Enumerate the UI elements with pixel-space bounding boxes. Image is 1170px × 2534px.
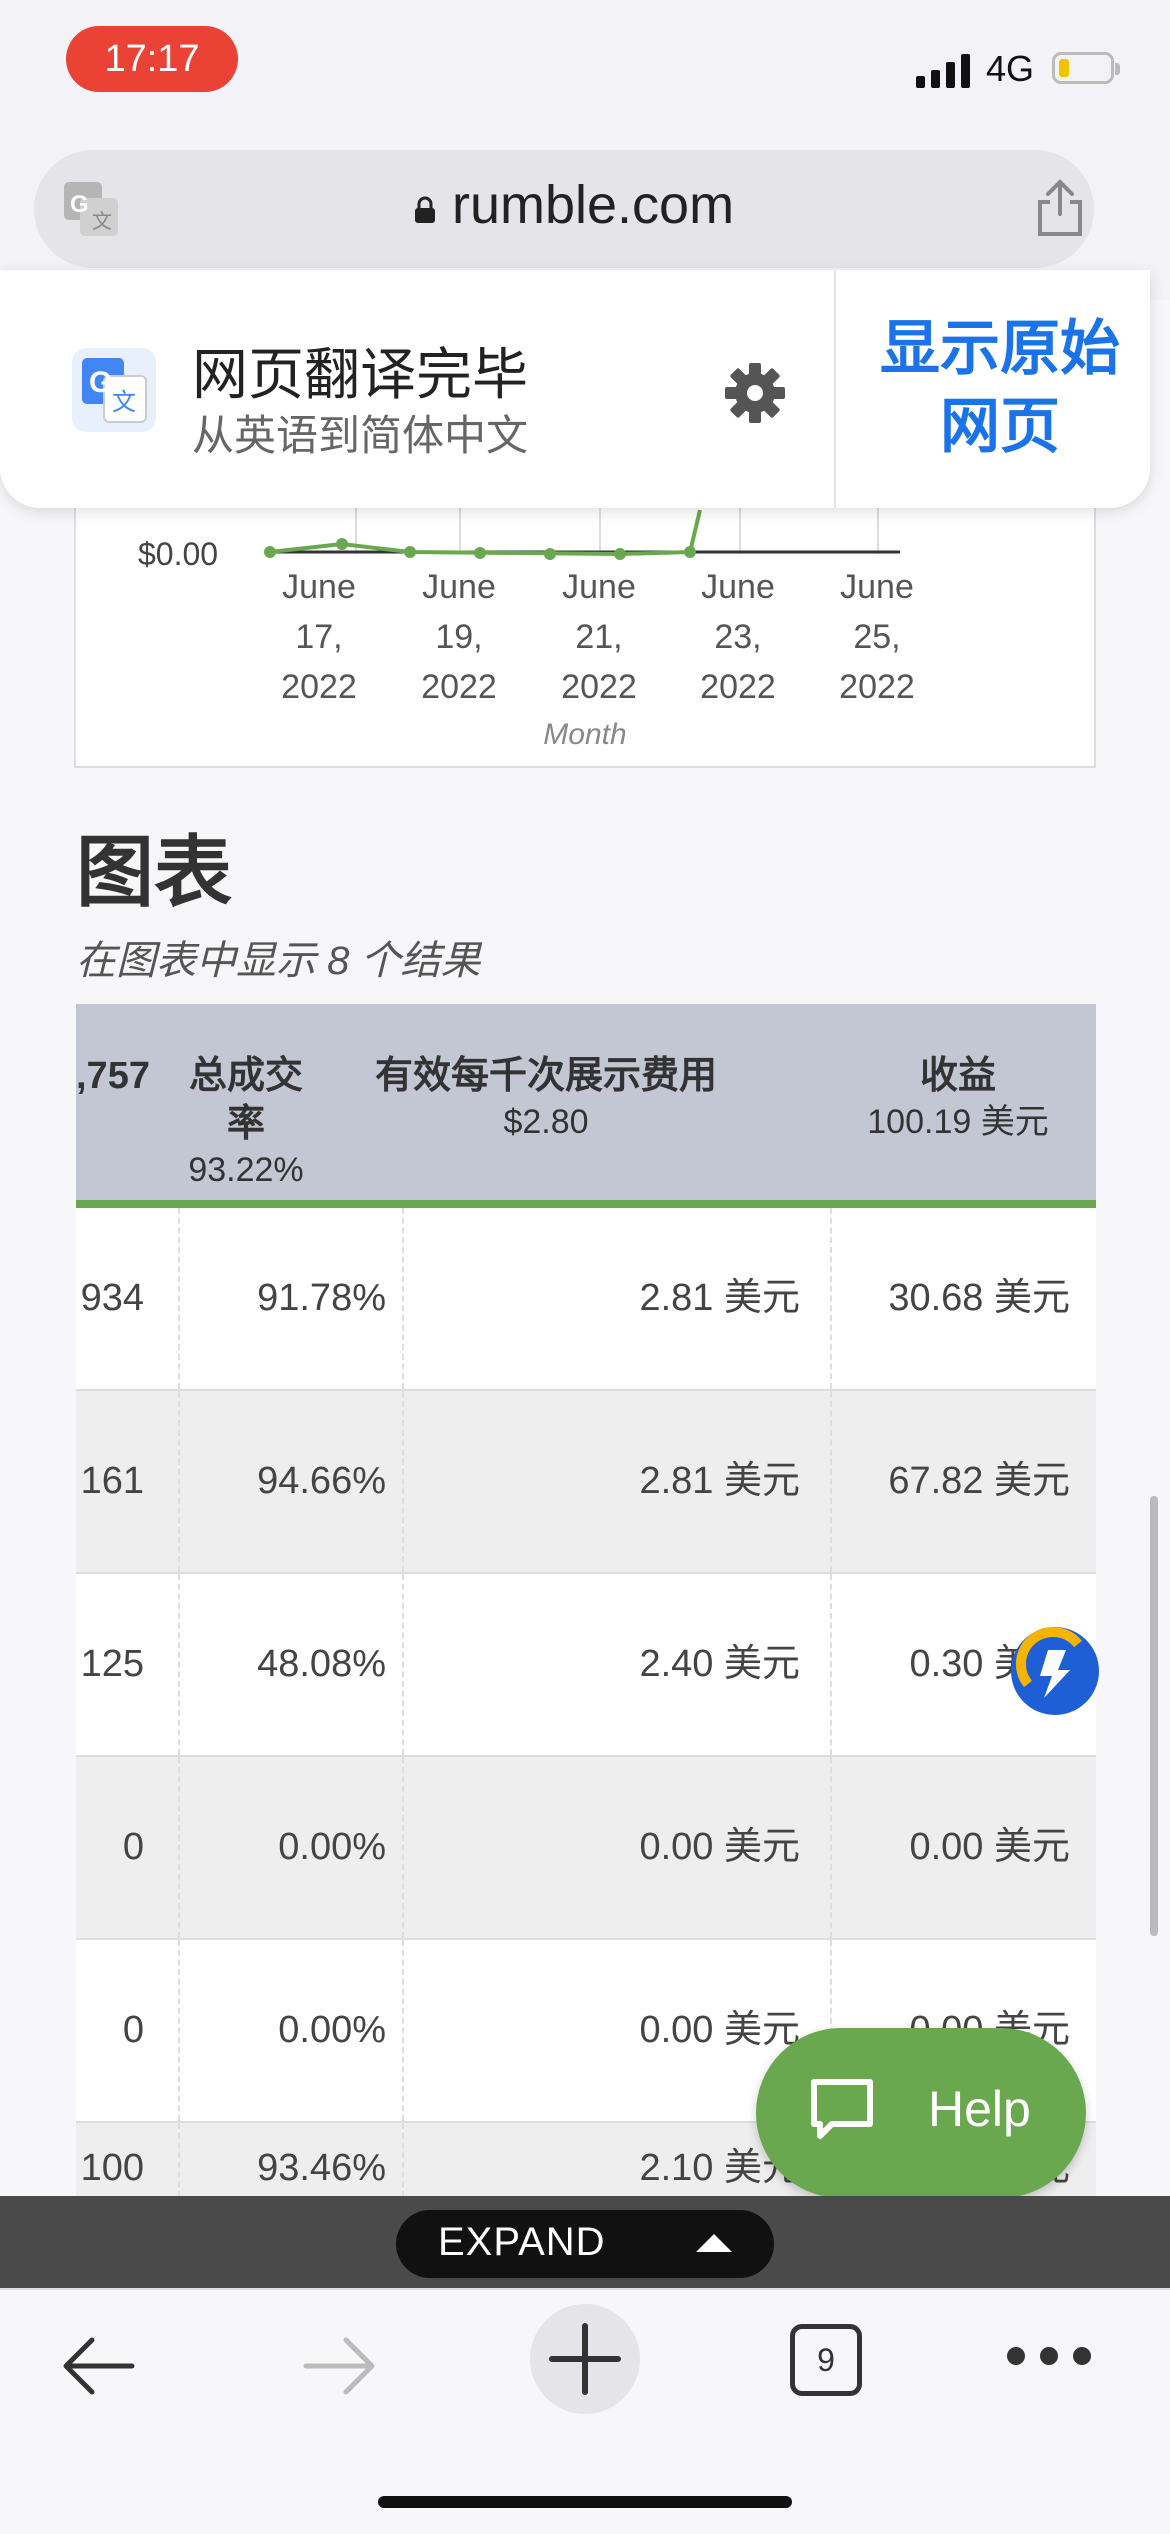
data-point bbox=[474, 547, 486, 559]
caret-up-icon bbox=[696, 2234, 732, 2252]
table-cell: 48.08% bbox=[257, 1643, 386, 1685]
show-original-button[interactable]: 显示原始 网页 bbox=[880, 315, 1120, 460]
table-cell: 125 bbox=[80, 1643, 144, 1685]
table-cell: 0 bbox=[122, 2009, 144, 2051]
svg-text:文: 文 bbox=[92, 210, 112, 233]
translate-icon[interactable]: G 文 bbox=[62, 180, 120, 238]
data-point bbox=[684, 546, 696, 558]
app-logo-icon bbox=[1011, 1627, 1099, 1715]
table-cell: 0.00 美元 bbox=[909, 1826, 1070, 1868]
signal-icon bbox=[916, 52, 970, 88]
data-point bbox=[404, 546, 416, 558]
chat-icon bbox=[811, 2079, 873, 2139]
table-row: 934 91.78% 2.81 美元 30.68 美元 bbox=[76, 1208, 1096, 1391]
tabs-button[interactable]: 9 bbox=[790, 2324, 862, 2396]
column-header[interactable]: 收益 100.19 美元 bbox=[867, 1055, 1049, 1141]
tab-count: 9 bbox=[817, 2342, 835, 2378]
column-header[interactable]: 总成交率 93.22% bbox=[188, 1055, 304, 1189]
table-cell: 2.81 美元 bbox=[639, 1460, 800, 1502]
status-time: 17:17 bbox=[66, 26, 238, 92]
translate-title: 网页翻译完毕 bbox=[192, 343, 528, 406]
divider bbox=[834, 270, 836, 508]
svg-text:G: G bbox=[70, 191, 89, 218]
chart-gridlines bbox=[355, 508, 879, 554]
data-point bbox=[336, 538, 348, 550]
translate-banner: G 文 网页翻译完毕 从英语到简体中文 显示原始 网页 bbox=[0, 270, 1150, 508]
svg-text:文: 文 bbox=[112, 388, 136, 416]
scrollbar[interactable] bbox=[1150, 1496, 1158, 1936]
table-cell: 2.40 美元 bbox=[639, 1643, 800, 1685]
translate-subtitle: 从英语到简体中文 bbox=[192, 412, 529, 459]
network-type: 4G bbox=[986, 48, 1035, 89]
x-tick-label: June 23, 2022 bbox=[700, 568, 776, 706]
x-tick-label: June 25, 2022 bbox=[839, 568, 915, 706]
section-title: 图表 bbox=[76, 828, 233, 916]
status-bar: 17:17 4G bbox=[0, 0, 1170, 120]
home-indicator bbox=[378, 2496, 792, 2508]
browser-toolbar: 9 bbox=[0, 2288, 1170, 2534]
table-row: 161 94.66% 2.81 美元 67.82 美元 bbox=[76, 1391, 1096, 1574]
svg-text:G: G bbox=[89, 366, 112, 399]
table-cell: 91.78% bbox=[257, 1277, 386, 1319]
data-point bbox=[614, 548, 626, 560]
x-tick-label: June 21, 2022 bbox=[561, 568, 637, 706]
line-chart bbox=[264, 508, 900, 560]
share-icon[interactable] bbox=[1034, 178, 1086, 238]
column-header[interactable]: ,757 bbox=[76, 1055, 150, 1097]
help-label: Help bbox=[928, 2081, 1031, 2137]
table-cell: 94.66% bbox=[257, 1460, 386, 1502]
table-row: 0 0.00% 0.00 美元 0.00 美元 bbox=[76, 1757, 1096, 1940]
table-cell: 67.82 美元 bbox=[888, 1460, 1070, 1502]
expand-label: EXPAND bbox=[438, 2220, 606, 2264]
y-tick-label: $0.00 bbox=[138, 536, 219, 572]
table-cell: 0.00% bbox=[278, 2009, 386, 2051]
address-bar[interactable]: G 文 rumble.com bbox=[34, 150, 1094, 268]
table-cell: 0.00 美元 bbox=[639, 2009, 800, 2051]
expand-bar: EXPAND bbox=[0, 2196, 1170, 2288]
table-cell: 30.68 美元 bbox=[888, 1277, 1070, 1319]
help-button[interactable]: Help bbox=[756, 2028, 1086, 2198]
column-header[interactable]: 有效每千次展示费用 $2.80 bbox=[374, 1055, 717, 1141]
table-cell: 0 bbox=[122, 1826, 144, 1868]
plus-icon bbox=[549, 2323, 621, 2395]
more-icon[interactable] bbox=[1004, 2344, 1094, 2368]
data-point bbox=[544, 548, 556, 560]
section-subtitle: 在图表中显示 8 个结果 bbox=[76, 939, 481, 983]
expand-button[interactable]: EXPAND bbox=[396, 2210, 774, 2278]
new-tab-button[interactable] bbox=[530, 2304, 640, 2414]
battery-icon bbox=[1052, 52, 1120, 84]
gear-icon[interactable] bbox=[722, 360, 788, 426]
forward-arrow-icon[interactable] bbox=[300, 2334, 380, 2398]
table-row: 125 48.08% 2.40 美元 0.30 美元 bbox=[76, 1574, 1096, 1757]
table-cell: 100 bbox=[80, 2147, 144, 2189]
table-cell: 934 bbox=[80, 1277, 144, 1319]
back-arrow-icon[interactable] bbox=[58, 2334, 138, 2398]
url-text[interactable]: rumble.com bbox=[452, 175, 735, 235]
table-header: ,757 总成交率 93.22% 有效每千次展示费用 $2.80 收益 100.… bbox=[76, 1004, 1096, 1208]
x-tick-label: June 19, 2022 bbox=[421, 568, 497, 706]
google-translate-icon: G 文 bbox=[72, 348, 156, 432]
x-tick-label: June 17, 2022 bbox=[281, 568, 357, 706]
series-line-green bbox=[269, 509, 702, 557]
x-axis-title: Month bbox=[543, 718, 627, 751]
table-cell: 0.00 美元 bbox=[639, 1826, 800, 1868]
data-point bbox=[264, 546, 276, 558]
table-cell: 0.00% bbox=[278, 1826, 386, 1868]
table-cell: 2.81 美元 bbox=[639, 1277, 800, 1319]
table-cell: 93.46% bbox=[257, 2147, 386, 2189]
table-cell: 161 bbox=[80, 1460, 144, 1502]
lock-icon bbox=[415, 196, 435, 223]
